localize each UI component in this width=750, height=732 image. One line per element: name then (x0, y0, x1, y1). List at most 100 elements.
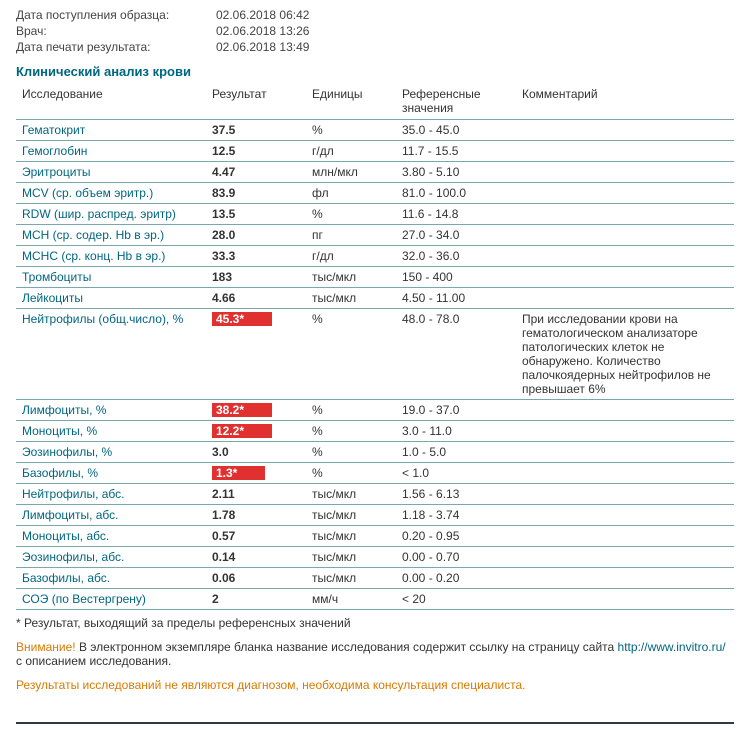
ref-range: 32.0 - 36.0 (396, 246, 516, 267)
table-row: Базофилы, %1.3*%< 1.0 (16, 463, 734, 484)
test-name: MCH (ср. содер. Hb в эр.) (16, 225, 206, 246)
result-value: 12.5 (206, 141, 306, 162)
ref-range: 35.0 - 45.0 (396, 120, 516, 141)
test-name: Гемоглобин (16, 141, 206, 162)
test-name: Эритроциты (16, 162, 206, 183)
test-name: MCV (ср. объем эритр.) (16, 183, 206, 204)
ref-range: < 20 (396, 589, 516, 610)
unit: млн/мкл (306, 162, 396, 183)
col-result: Результат (206, 83, 306, 120)
warning-link[interactable]: http://www.invitro.ru/ (618, 640, 726, 654)
result-value: 83.9 (206, 183, 306, 204)
meta-row: Врач:02.06.2018 13:26 (16, 24, 734, 38)
result-value: 1.3* (206, 463, 306, 484)
meta-label: Дата поступления образца: (16, 8, 216, 22)
comment (516, 589, 734, 610)
comment (516, 547, 734, 568)
meta-value: 02.06.2018 13:49 (216, 40, 309, 54)
table-row: Лимфоциты, абс.1.78тыс/мкл1.18 - 3.74 (16, 505, 734, 526)
unit: мм/ч (306, 589, 396, 610)
result-value: 33.3 (206, 246, 306, 267)
col-comment: Комментарий (516, 83, 734, 120)
ref-range: 11.7 - 15.5 (396, 141, 516, 162)
unit: % (306, 421, 396, 442)
result-value: 0.57 (206, 526, 306, 547)
comment (516, 288, 734, 309)
footnote: * Результат, выходящий за пределы рефере… (16, 616, 734, 630)
disclaimer: Результаты исследований не являются диаг… (16, 678, 734, 692)
test-name: Моноциты, % (16, 421, 206, 442)
result-value: 45.3* (206, 309, 306, 400)
unit: фл (306, 183, 396, 204)
table-row: Лейкоциты4.66тыс/мкл4.50 - 11.00 (16, 288, 734, 309)
unit: г/дл (306, 141, 396, 162)
ref-range: 1.18 - 3.74 (396, 505, 516, 526)
unit: тыс/мкл (306, 547, 396, 568)
test-name: RDW (шир. распред. эритр) (16, 204, 206, 225)
comment (516, 204, 734, 225)
ref-range: 1.0 - 5.0 (396, 442, 516, 463)
comment (516, 183, 734, 204)
ref-range: 0.00 - 0.70 (396, 547, 516, 568)
unit: пг (306, 225, 396, 246)
comment (516, 568, 734, 589)
result-value: 37.5 (206, 120, 306, 141)
ref-range: 150 - 400 (396, 267, 516, 288)
unit: тыс/мкл (306, 288, 396, 309)
ref-range: 19.0 - 37.0 (396, 400, 516, 421)
comment (516, 526, 734, 547)
comment (516, 463, 734, 484)
col-unit: Единицы (306, 83, 396, 120)
meta-label: Дата печати результата: (16, 40, 216, 54)
warning-block: Внимание! В электронном экземпляре бланк… (16, 640, 734, 668)
test-name: Лейкоциты (16, 288, 206, 309)
table-row: Моноциты, %12.2*%3.0 - 11.0 (16, 421, 734, 442)
result-value: 0.14 (206, 547, 306, 568)
ref-range: 3.80 - 5.10 (396, 162, 516, 183)
result-value: 2 (206, 589, 306, 610)
unit: % (306, 309, 396, 400)
meta-row: Дата печати результата:02.06.2018 13:49 (16, 40, 734, 54)
table-row: Эритроциты4.47млн/мкл3.80 - 5.10 (16, 162, 734, 183)
result-value: 12.2* (206, 421, 306, 442)
unit: % (306, 400, 396, 421)
comment (516, 505, 734, 526)
unit: тыс/мкл (306, 267, 396, 288)
test-name: Базофилы, % (16, 463, 206, 484)
test-name: Нейтрофилы (общ.число), % (16, 309, 206, 400)
unit: г/дл (306, 246, 396, 267)
ref-range: 81.0 - 100.0 (396, 183, 516, 204)
comment (516, 267, 734, 288)
test-name: Базофилы, абс. (16, 568, 206, 589)
table-row: Эозинофилы, абс.0.14тыс/мкл0.00 - 0.70 (16, 547, 734, 568)
ref-range: 0.20 - 0.95 (396, 526, 516, 547)
comment (516, 421, 734, 442)
unit: % (306, 120, 396, 141)
col-test: Исследование (16, 83, 206, 120)
warning-body: В электронном экземпляре бланка название… (76, 640, 618, 654)
comment: При исследовании крови на гематологическ… (516, 309, 734, 400)
unit: тыс/мкл (306, 526, 396, 547)
test-name: Тромбоциты (16, 267, 206, 288)
table-row: MCHC (ср. конц. Hb в эр.)33.3г/дл32.0 - … (16, 246, 734, 267)
table-row: Эозинофилы, %3.0%1.0 - 5.0 (16, 442, 734, 463)
table-row: Гематокрит37.5%35.0 - 45.0 (16, 120, 734, 141)
result-value: 183 (206, 267, 306, 288)
test-name: Эозинофилы, % (16, 442, 206, 463)
comment (516, 162, 734, 183)
result-value: 0.06 (206, 568, 306, 589)
test-name: СОЭ (по Вестергрену) (16, 589, 206, 610)
table-row: Гемоглобин12.5г/дл11.7 - 15.5 (16, 141, 734, 162)
ref-range: 48.0 - 78.0 (396, 309, 516, 400)
unit: % (306, 463, 396, 484)
unit: тыс/мкл (306, 484, 396, 505)
test-name: Нейтрофилы, абс. (16, 484, 206, 505)
ref-range: 11.6 - 14.8 (396, 204, 516, 225)
comment (516, 400, 734, 421)
table-row: Нейтрофилы (общ.число), %45.3*%48.0 - 78… (16, 309, 734, 400)
test-name: MCHC (ср. конц. Hb в эр.) (16, 246, 206, 267)
table-row: Базофилы, абс.0.06тыс/мкл0.00 - 0.20 (16, 568, 734, 589)
result-value: 1.78 (206, 505, 306, 526)
test-name: Моноциты, абс. (16, 526, 206, 547)
meta-value: 02.06.2018 13:26 (216, 24, 309, 38)
